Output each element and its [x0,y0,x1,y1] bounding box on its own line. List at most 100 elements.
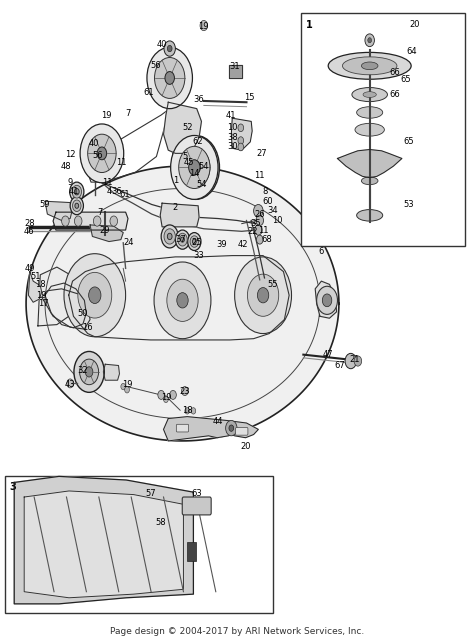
Text: 54: 54 [199,162,209,171]
Text: 33: 33 [194,251,204,260]
Polygon shape [337,150,402,178]
Text: 11: 11 [117,158,127,167]
Circle shape [238,143,244,151]
Circle shape [64,254,126,337]
Text: 4: 4 [106,187,112,196]
Circle shape [121,383,126,390]
Circle shape [73,200,81,212]
Text: 41: 41 [68,187,79,196]
Circle shape [164,41,175,56]
Text: 2: 2 [173,203,178,212]
Circle shape [192,239,196,244]
Circle shape [161,225,178,248]
Circle shape [67,379,73,388]
Text: 40: 40 [89,139,99,148]
Circle shape [167,279,198,321]
Text: 7: 7 [97,208,102,217]
Circle shape [189,160,200,175]
Text: 49: 49 [24,264,35,273]
Text: 66: 66 [389,68,400,77]
Circle shape [170,390,176,399]
Text: 5: 5 [182,152,188,161]
Text: 37: 37 [176,235,186,244]
Circle shape [89,287,101,304]
Circle shape [235,257,292,334]
Circle shape [354,356,362,366]
Circle shape [171,135,218,199]
Polygon shape [14,477,193,604]
Text: 38: 38 [227,133,237,142]
Text: 36: 36 [194,95,204,104]
Text: 40: 40 [157,40,167,49]
Text: 56: 56 [150,61,161,70]
Text: 52: 52 [182,123,192,132]
Circle shape [177,293,188,308]
Text: 3: 3 [9,482,16,493]
Text: 26: 26 [255,210,265,219]
Text: 19: 19 [199,22,209,31]
Text: 15: 15 [244,93,254,102]
Polygon shape [28,272,42,302]
Text: 56: 56 [92,151,103,160]
Text: 25: 25 [191,238,202,247]
Text: 45: 45 [183,158,194,167]
Circle shape [226,420,237,436]
Text: 60: 60 [263,197,273,206]
Text: 9: 9 [67,178,73,187]
Circle shape [345,353,356,369]
Text: 61: 61 [119,190,130,199]
Circle shape [172,135,219,199]
Text: 6: 6 [319,247,324,256]
Text: 41: 41 [226,111,237,119]
Text: 43: 43 [65,380,75,389]
Text: 20: 20 [240,442,251,450]
Circle shape [182,387,188,396]
Circle shape [75,203,79,208]
Circle shape [165,72,174,84]
Text: 7: 7 [125,109,131,118]
Text: 12: 12 [65,150,75,159]
Text: 10: 10 [227,123,237,132]
Text: 28: 28 [24,219,35,228]
Text: 21: 21 [349,355,360,364]
Circle shape [154,262,211,339]
Circle shape [238,137,244,144]
Ellipse shape [352,88,387,102]
Circle shape [158,390,164,399]
Text: 61: 61 [143,88,154,97]
Text: 19: 19 [36,291,46,300]
Text: 59: 59 [40,200,50,209]
Circle shape [256,235,263,244]
Bar [5,476,273,613]
Text: 62: 62 [193,137,203,146]
Circle shape [181,237,184,242]
Circle shape [80,124,124,183]
Text: 27: 27 [256,149,267,158]
Circle shape [191,161,201,174]
Text: Page design © 2004-2017 by ARI Network Services, Inc.: Page design © 2004-2017 by ARI Network S… [110,627,364,636]
Polygon shape [90,225,123,242]
Ellipse shape [355,123,384,136]
Text: 11: 11 [102,178,113,187]
Polygon shape [45,201,72,220]
Text: 18: 18 [36,281,46,289]
Text: 39: 39 [217,240,227,249]
Circle shape [182,148,210,187]
Text: 1: 1 [173,176,178,185]
Bar [301,13,465,246]
Circle shape [257,288,269,303]
Circle shape [255,225,262,235]
Circle shape [368,38,372,43]
Text: 18: 18 [182,406,192,415]
Circle shape [188,233,201,250]
Text: 19: 19 [101,111,112,119]
Text: 67: 67 [334,361,345,370]
Circle shape [317,286,337,314]
Polygon shape [53,212,128,230]
Circle shape [229,425,234,431]
Circle shape [147,47,192,109]
Text: 23: 23 [180,387,190,396]
Text: 53: 53 [403,200,414,209]
Ellipse shape [356,107,383,118]
Polygon shape [38,267,73,326]
